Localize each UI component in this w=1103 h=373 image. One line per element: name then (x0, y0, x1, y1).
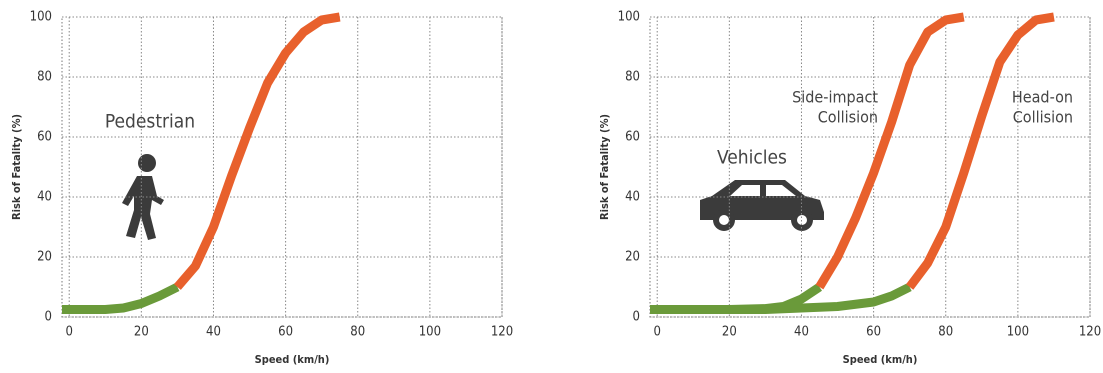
annotation: Collision (818, 108, 878, 127)
y-tick-label: 80 (37, 70, 52, 85)
y-tick-label: 80 (625, 70, 640, 85)
y-tick-label: 40 (625, 190, 640, 205)
plot-frame (61, 16, 503, 318)
y-tick-label: 20 (37, 250, 52, 265)
annotation: Side-impact (792, 88, 878, 107)
y-tick-label: 0 (45, 310, 52, 325)
x-tick-label: 80 (350, 325, 365, 340)
y-tick-label: 0 (633, 310, 640, 325)
x-tick-label: 60 (866, 325, 881, 340)
x-tick-label: 20 (722, 325, 737, 340)
plot-frame (649, 16, 1091, 318)
annotation: Head-on (1012, 88, 1073, 107)
x-tick-label: 100 (419, 325, 441, 340)
x-tick-label: 100 (1007, 325, 1029, 340)
x-tick-label: 0 (653, 325, 660, 340)
curve (906, 12, 1055, 290)
curve (650, 282, 912, 314)
y-tick-label: 60 (37, 130, 52, 145)
curve (173, 12, 341, 290)
x-axis-title: Speed (km/h) (255, 353, 330, 366)
y-tick-label: 20 (625, 250, 640, 265)
y-axis-title: Risk of Fatality (%) (598, 114, 611, 220)
x-tick-label: 40 (206, 325, 221, 340)
y-tick-label: 40 (37, 190, 52, 205)
annotation: Vehicles (717, 147, 787, 169)
x-tick-label: 60 (278, 325, 293, 340)
curve (62, 282, 180, 314)
x-tick-label: 80 (938, 325, 953, 340)
y-tick-label: 100 (30, 10, 52, 25)
y-tick-label: 100 (618, 10, 640, 25)
annotation: Pedestrian (105, 111, 195, 133)
x-tick-label: 40 (794, 325, 809, 340)
x-axis-title: Speed (km/h) (843, 353, 918, 366)
curve (815, 12, 965, 290)
annotation: Collision (1013, 108, 1073, 127)
x-tick-label: 120 (1079, 325, 1101, 340)
pedestrian-icon (122, 154, 164, 240)
x-tick-label: 20 (134, 325, 149, 340)
y-tick-label: 60 (625, 130, 640, 145)
x-tick-label: 120 (491, 325, 513, 340)
y-axis-title: Risk of Fatality (%) (10, 114, 23, 220)
car-icon (700, 180, 824, 231)
x-tick-label: 0 (65, 325, 72, 340)
